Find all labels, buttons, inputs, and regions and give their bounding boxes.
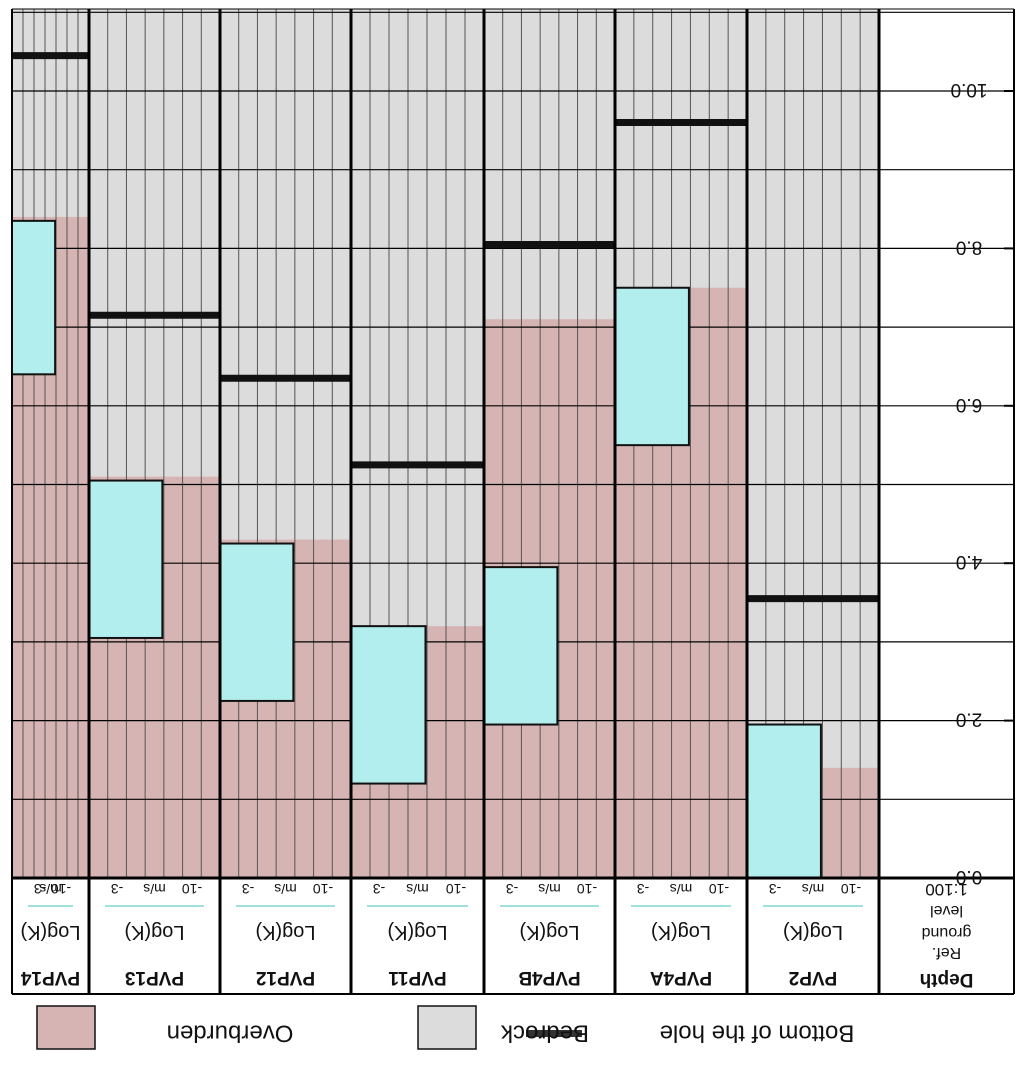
column-name-PVP11: PVP11 — [388, 967, 447, 988]
scale-label-unit: m/s — [274, 881, 297, 897]
tested-interval-PVP11 — [349, 625, 427, 785]
y-tick-label: 0.0 — [956, 866, 982, 887]
y-tick-label: 4.0 — [956, 551, 982, 572]
y-tick-label: 8.0 — [956, 236, 982, 257]
scale-label-min: -10 — [51, 881, 71, 897]
legend-label-overburden: Overburden — [167, 1020, 294, 1047]
column-name-PVP4A: PVP4A — [650, 967, 713, 988]
column-name-PVP2: PVP2 — [789, 967, 838, 988]
column-logk-label: Log(K) — [387, 921, 447, 943]
tested-interval-PVP4A — [614, 286, 690, 447]
column-name-PVP4B: PVP4B — [518, 967, 580, 988]
column-name-PVP13: PVP13 — [125, 967, 184, 988]
scale-label-max: -3 — [637, 881, 650, 897]
depth-header-ref: Ref. — [932, 944, 961, 961]
legend-label-bedrock: Bedrock — [500, 1020, 589, 1047]
column-logk-label: Log(K) — [124, 921, 184, 943]
scale-label-max: -3 — [242, 881, 255, 897]
column-logk-label: Log(K) — [783, 921, 843, 943]
legend-label-bottom-of-hole: Bottom of the hole — [660, 1020, 855, 1047]
legend-swatch-bedrock — [417, 1005, 477, 1050]
scale-label-max: -3 — [769, 881, 782, 897]
scale-label-min: -10 — [313, 881, 333, 897]
scale-label-unit: m/s — [39, 881, 62, 897]
scale-label-min: -10 — [709, 881, 729, 897]
column-logk-label: Log(K) — [519, 921, 579, 943]
depth-header-ground: ground — [922, 924, 972, 941]
scale-label-max: -3 — [506, 881, 519, 897]
tested-interval-PVP2 — [746, 723, 822, 879]
scale-label-min: -10 — [446, 881, 466, 897]
column-logk-label: Log(K) — [20, 921, 80, 943]
tested-interval-PVP13 — [87, 479, 164, 639]
depth-header-title: Depth — [920, 969, 974, 990]
scale-label-max: -3 — [111, 881, 124, 897]
scale-label-unit: m/s — [802, 881, 825, 897]
y-tick-label: 10.0 — [951, 79, 988, 100]
column-logk-label: Log(K) — [651, 921, 711, 943]
tested-interval-PVP12 — [218, 542, 295, 702]
column-name-PVP12: PVP12 — [256, 967, 315, 988]
scale-label-min: -10 — [182, 881, 202, 897]
tested-interval-PVP4B — [482, 566, 559, 726]
column-name-PVP14: PVP14 — [20, 967, 80, 988]
rotated-chart-group: 0.0 2.0 4.0 6.0 8.0 10.0 Depth Ref. ground level 1… — [10, 8, 1015, 1050]
depth-header-scale: 1:100 — [925, 880, 968, 899]
legend-swatch-overburden — [36, 1005, 96, 1050]
scale-label-max: -3 — [373, 881, 386, 897]
tested-interval-PVP14 — [10, 219, 57, 376]
scale-label-unit: m/s — [670, 881, 693, 897]
scale-label-min: -10 — [841, 881, 861, 897]
scale-label-unit: m/s — [143, 881, 166, 897]
y-tick-label: 2.0 — [956, 709, 982, 730]
y-tick-label: 6.0 — [956, 394, 982, 415]
scale-label-unit: m/s — [406, 881, 429, 897]
scale-label-unit: m/s — [538, 881, 561, 897]
depth-header-level: level — [930, 902, 963, 919]
scale-label-min: -10 — [577, 881, 597, 897]
column-logk-label: Log(K) — [255, 921, 315, 943]
scale-label-max: -3 — [34, 881, 47, 897]
